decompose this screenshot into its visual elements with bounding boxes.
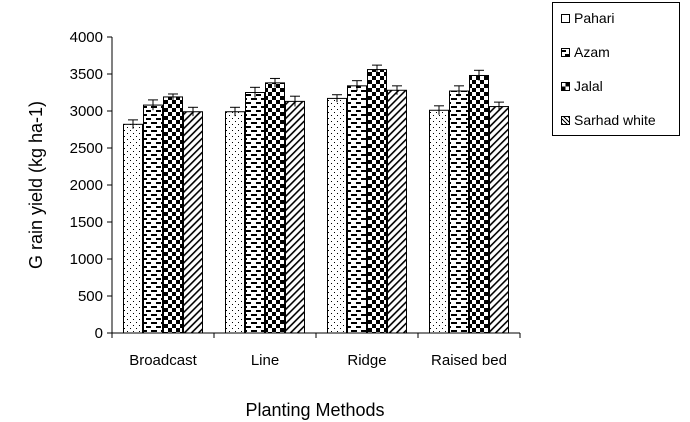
bar-sarhad-white bbox=[183, 111, 203, 334]
x-axis-title: Planting Methods bbox=[245, 400, 384, 420]
y-tick-label: 2500 bbox=[70, 140, 103, 157]
bar-jalal bbox=[469, 74, 489, 334]
x-tick-label: Line bbox=[251, 352, 279, 369]
y-tick-label: 3000 bbox=[70, 103, 103, 120]
legend-swatch-jalal bbox=[561, 81, 570, 91]
x-tick-label: Raised bed bbox=[431, 352, 507, 369]
bar-jalal bbox=[163, 96, 183, 334]
legend-swatch-azam bbox=[561, 47, 570, 57]
y-axis-title: G rain yield (kg ha-1) bbox=[26, 101, 46, 269]
y-tick-label: 4000 bbox=[70, 29, 103, 46]
bar-jalal bbox=[367, 69, 387, 334]
legend-swatch-sarhad-white bbox=[561, 115, 570, 125]
y-tick-label: 3500 bbox=[70, 66, 103, 83]
legend-item-jalal: Jalal bbox=[561, 78, 603, 94]
bar-azam bbox=[245, 92, 265, 334]
bar-sarhad-white bbox=[387, 89, 407, 334]
bar-sarhad-white bbox=[489, 106, 509, 334]
legend-item-sarhad-white: Sarhad white bbox=[561, 112, 656, 128]
y-tick-label: 1000 bbox=[70, 251, 103, 268]
bar-jalal bbox=[265, 82, 285, 334]
legend-item-azam: Azam bbox=[561, 44, 610, 60]
legend-label-sarhad-white: Sarhad white bbox=[574, 112, 656, 128]
legend-label-azam: Azam bbox=[574, 44, 610, 60]
bar-pahari bbox=[429, 109, 449, 334]
bar-sarhad-white bbox=[285, 100, 305, 334]
y-tick-label: 0 bbox=[95, 325, 103, 342]
y-tick-label: 500 bbox=[78, 288, 103, 305]
bar-azam bbox=[347, 85, 367, 334]
x-tick-label: Broadcast bbox=[129, 352, 197, 369]
legend-label-pahari: Pahari bbox=[574, 10, 615, 26]
x-tick-label: Ridge bbox=[347, 352, 386, 369]
legend-label-jalal: Jalal bbox=[574, 78, 603, 94]
bar-pahari bbox=[123, 123, 143, 334]
legend-swatch-pahari bbox=[561, 13, 570, 23]
legend-item-pahari: Pahari bbox=[561, 10, 614, 26]
y-tick-label: 1500 bbox=[70, 214, 103, 231]
chart-legend: Pahari Azam Jalal Sarhad white bbox=[552, 2, 680, 136]
bar-azam bbox=[449, 90, 469, 334]
y-tick-label: 2000 bbox=[70, 177, 103, 194]
bar-pahari bbox=[327, 97, 347, 334]
bar-pahari bbox=[225, 111, 245, 334]
bar-azam bbox=[143, 104, 163, 334]
